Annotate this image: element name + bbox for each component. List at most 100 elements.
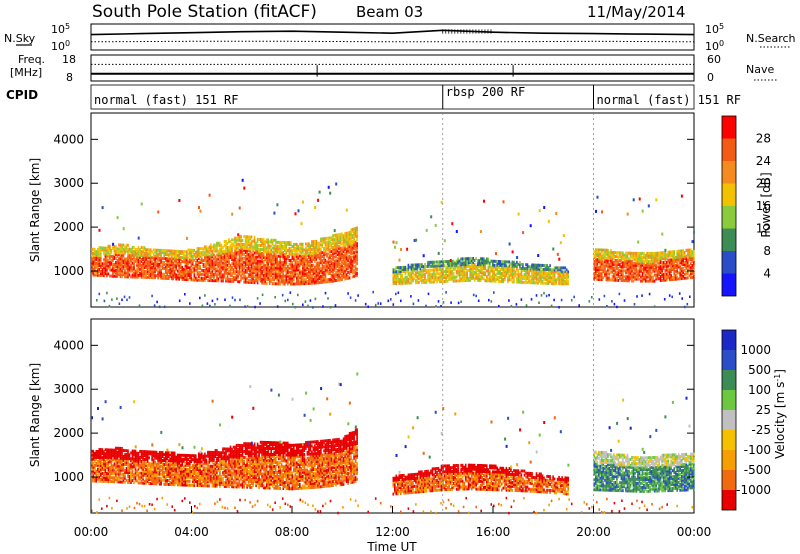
scatter-cell — [186, 264, 188, 268]
scatter-cell — [303, 274, 306, 278]
scatter-cell — [108, 304, 111, 308]
scatter-cell — [94, 459, 96, 463]
scatter-cell — [641, 294, 643, 297]
scatter-cell — [613, 302, 616, 306]
scatter-cell — [407, 263, 410, 267]
scatter-cell — [106, 291, 108, 295]
scatter-cell — [273, 256, 275, 260]
scatter-cell — [596, 260, 599, 264]
scatter-cell — [145, 270, 147, 273]
scatter-cell — [238, 250, 241, 254]
scatter-cell — [198, 272, 200, 276]
scatter-cell — [276, 268, 278, 272]
scatter-cell — [206, 302, 209, 305]
scatter-cell — [110, 254, 113, 258]
scatter-cell — [320, 251, 322, 255]
scatter-cell — [219, 267, 221, 271]
scatter-cell — [690, 248, 692, 252]
scatter-cell — [273, 278, 275, 282]
scatter-cell — [327, 272, 330, 276]
scatter-cell — [330, 267, 333, 271]
scatter-cell — [247, 280, 250, 284]
scatter-cell — [623, 275, 626, 279]
scatter-cell — [640, 269, 642, 273]
scatter-cell — [208, 269, 211, 273]
scatter-cell — [202, 272, 205, 276]
scatter-cell — [649, 253, 651, 257]
scatter-cell — [676, 259, 678, 263]
scatter-cell — [247, 243, 250, 247]
scatter-cell — [94, 251, 96, 255]
scatter-cell — [315, 243, 318, 247]
scatter-cell — [332, 251, 334, 255]
scatter-cell — [196, 247, 199, 251]
scatter-cell — [178, 265, 180, 269]
scatter-cell — [287, 255, 289, 258]
scatter-cell — [148, 274, 150, 277]
scatter-cell — [151, 256, 153, 260]
scatter-cell — [439, 268, 441, 272]
scatter-cell — [688, 268, 691, 272]
scatter-cell — [475, 266, 477, 270]
scatter-cell — [116, 255, 119, 259]
scatter-cell — [440, 260, 443, 264]
scatter-cell — [267, 242, 269, 246]
scatter-cell — [160, 260, 162, 264]
scatter-cell — [333, 259, 336, 263]
scatter-cell — [464, 277, 467, 281]
scatter-cell — [344, 265, 346, 269]
scatter-cell — [540, 279, 542, 283]
scatter-cell — [149, 264, 152, 268]
scatter-cell — [309, 271, 312, 275]
scatter-cell — [308, 279, 310, 283]
scatter-cell — [469, 259, 471, 263]
scatter-cell — [196, 270, 199, 274]
scatter-cell — [183, 270, 185, 273]
scatter-cell — [213, 247, 215, 251]
scatter-cell — [267, 266, 269, 270]
scatter-cell — [682, 253, 684, 257]
scatter-cell — [280, 268, 283, 272]
scatter-cell — [92, 463, 95, 467]
scatter-cell — [607, 278, 609, 282]
scatter-cell — [502, 262, 505, 266]
scatter-cell — [653, 259, 656, 263]
scatter-cell — [472, 262, 474, 266]
scatter-cell — [121, 271, 123, 275]
scatter-cell — [677, 259, 680, 263]
scatter-cell — [91, 479, 93, 483]
scatter-cell — [252, 259, 254, 263]
scatter-cell — [394, 270, 396, 274]
scatter-cell — [440, 276, 443, 280]
scatter-cell — [271, 240, 274, 244]
scatter-cell — [467, 269, 470, 272]
scatter-cell — [650, 271, 653, 275]
scatter-cell — [333, 245, 336, 249]
colorbar-tick-label: 20 — [756, 177, 771, 191]
scatter-cell — [685, 248, 688, 252]
scatter-cell — [305, 252, 307, 256]
scatter-cell — [492, 271, 494, 275]
scatter-cell — [413, 273, 416, 277]
scatter-cell — [152, 254, 155, 258]
scatter-cell — [327, 260, 330, 264]
scatter-cell — [458, 259, 461, 263]
scatter-cell — [187, 270, 190, 274]
plot-title: South Pole Station (fitACF) — [92, 2, 317, 22]
scatter-cell — [634, 263, 636, 267]
scatter-cell — [335, 265, 337, 269]
scatter-cell — [293, 258, 295, 262]
scatter-cell — [308, 272, 310, 275]
scatter-cell — [421, 263, 423, 267]
scatter-cell — [532, 269, 535, 273]
scatter-cell — [478, 273, 480, 276]
scatter-cell — [241, 270, 244, 274]
scatter-cell — [318, 243, 321, 247]
scatter-cell — [202, 271, 205, 274]
scatter-cell — [596, 268, 599, 272]
scatter-cell — [528, 273, 530, 277]
scatter-cell — [628, 263, 630, 267]
scatter-cell — [94, 463, 96, 467]
scatter-cell — [342, 254, 345, 257]
scatter-cell — [461, 271, 464, 275]
